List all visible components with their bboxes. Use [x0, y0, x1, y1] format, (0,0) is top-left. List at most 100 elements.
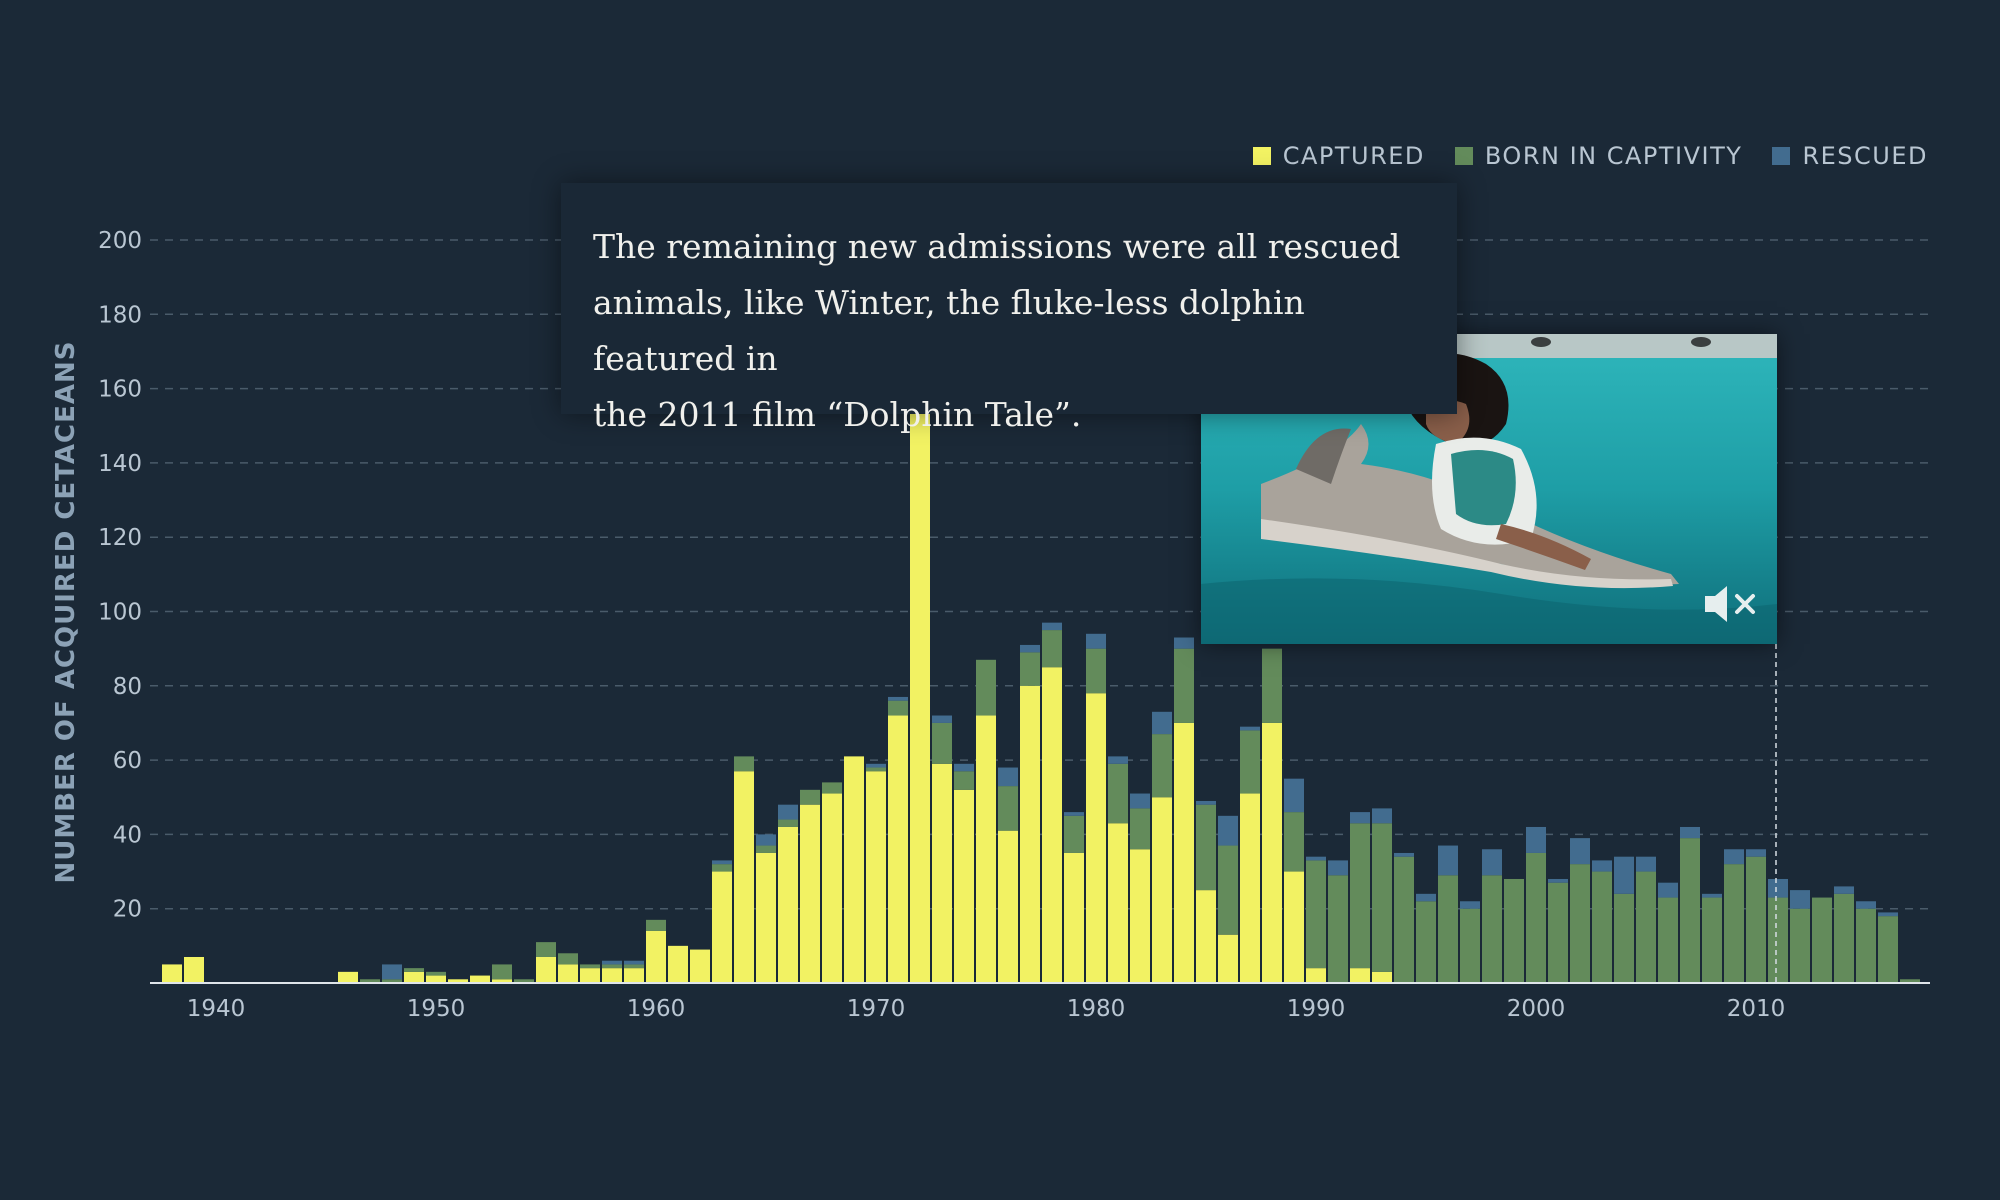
bar-rescued-1983	[1152, 711, 1172, 735]
legend: CAPTURED BORN IN CAPTIVITY RESCUED	[1252, 142, 1928, 170]
bar-rescued-1982	[1130, 793, 1150, 809]
bar-born-in-captivity-2016	[1878, 916, 1898, 983]
legend-label-born-in-captivity: BORN IN CAPTIVITY	[1484, 142, 1743, 170]
bar-rescued-1980	[1086, 633, 1106, 649]
bar-born-in-captivity-2001	[1548, 882, 1568, 983]
bar-rescued-2007	[1680, 826, 1700, 839]
bar-captured-1955	[536, 956, 556, 983]
bar-captured-1967	[800, 804, 820, 983]
bar-captured-1978	[1042, 667, 1062, 983]
bar-born-in-captivity-2002	[1570, 864, 1590, 983]
bar-born-in-captivity-1971	[888, 700, 908, 716]
caption-line-3: the 2011 film “Dolphin Tale”.	[593, 395, 1082, 434]
bar-captured-1949	[404, 971, 424, 983]
bar-born-in-captivity-2007	[1680, 838, 1700, 983]
legend-swatch-captured	[1252, 147, 1271, 165]
bar-captured-1953	[492, 979, 512, 983]
bar-captured-1972	[910, 258, 930, 983]
mute-icon[interactable]	[1701, 582, 1759, 626]
bar-born-in-captivity-2009	[1724, 864, 1744, 983]
bar-captured-1960	[646, 930, 666, 983]
bar-captured-1958	[602, 968, 622, 983]
bar-born-in-captivity-1950	[426, 971, 446, 976]
bar-rescued-2010	[1746, 849, 1766, 857]
legend-label-rescued: RESCUED	[1802, 142, 1928, 170]
bar-born-in-captivity-1992	[1350, 823, 1370, 969]
bar-rescued-1978	[1042, 622, 1062, 631]
bar-captured-1980	[1086, 693, 1106, 983]
bar-rescued-2015	[1856, 901, 1876, 909]
bar-rescued-2000	[1526, 826, 1546, 853]
bar-born-in-captivity-1948	[382, 979, 402, 983]
bar-rescued-1959	[624, 960, 644, 965]
bar-captured-1977	[1020, 685, 1040, 983]
bar-captured-1957	[580, 968, 600, 983]
bar-born-in-captivity-1964	[734, 756, 754, 772]
caption-line-2: animals, like Winter, the fluke-less dol…	[593, 283, 1305, 378]
bar-born-in-captivity-2011	[1768, 897, 1788, 983]
legend-item-rescued: RESCUED	[1772, 142, 1928, 170]
bar-born-in-captivity-1988	[1262, 648, 1282, 723]
y-tick-label: 180	[98, 302, 142, 328]
bar-born-in-captivity-1978	[1042, 630, 1062, 668]
x-tick-label: 2010	[1727, 996, 1786, 1022]
bar-rescued-2011	[1768, 878, 1788, 898]
bar-born-in-captivity-1965	[756, 845, 776, 853]
bar-captured-1986	[1218, 934, 1238, 983]
bar-born-in-captivity-1996	[1438, 875, 1458, 983]
legend-swatch-born-in-captivity	[1454, 147, 1473, 165]
bar-rescued-1948	[382, 964, 402, 980]
bar-born-in-captivity-1959	[624, 964, 644, 969]
bar-rescued-1994	[1394, 852, 1414, 857]
bar-born-in-captivity-1970	[866, 767, 886, 772]
bar-captured-1951	[448, 979, 468, 983]
legend-swatch-rescued	[1772, 147, 1791, 165]
bar-born-in-captivity-1974	[954, 771, 974, 790]
bar-rescued-1977	[1020, 644, 1040, 653]
bar-captured-1961	[668, 945, 688, 983]
bar-born-in-captivity-1985	[1196, 804, 1216, 891]
bar-rescued-1998	[1482, 849, 1502, 876]
bar-captured-1968	[822, 793, 842, 983]
bar-born-in-captivity-2012	[1790, 908, 1810, 983]
bars	[162, 258, 1920, 983]
bar-captured-1959	[624, 968, 644, 983]
bar-rescued-2003	[1592, 860, 1612, 872]
bar-born-in-captivity-1966	[778, 819, 798, 827]
bar-captured-1952	[470, 975, 490, 983]
y-tick-label: 80	[113, 674, 142, 700]
bar-born-in-captivity-1963	[712, 864, 732, 872]
bar-captured-1970	[866, 771, 886, 983]
bar-born-in-captivity-2017	[1900, 979, 1920, 983]
y-tick-label: 20	[113, 897, 142, 923]
bar-captured-1982	[1130, 849, 1150, 983]
bar-born-in-captivity-1993	[1372, 823, 1392, 972]
bar-captured-1966	[778, 826, 798, 983]
x-tick-label: 1970	[847, 996, 906, 1022]
bar-captured-1950	[426, 975, 446, 983]
bar-born-in-captivity-2003	[1592, 871, 1612, 983]
bar-rescued-1979	[1064, 812, 1084, 816]
y-tick-label: 40	[113, 822, 142, 848]
bar-born-in-captivity-1999	[1504, 878, 1524, 983]
bar-rescued-2002	[1570, 838, 1590, 865]
bar-born-in-captivity-1968	[822, 782, 842, 794]
bar-rescued-1966	[778, 804, 798, 820]
bar-born-in-captivity-1977	[1020, 652, 1040, 686]
bar-born-in-captivity-2015	[1856, 908, 1876, 983]
bar-captured-1956	[558, 964, 578, 983]
bar-rescued-1991	[1328, 860, 1348, 876]
bar-captured-1974	[954, 789, 974, 983]
bar-rescued-1989	[1284, 778, 1304, 813]
bar-born-in-captivity-2004	[1614, 893, 1634, 983]
bar-captured-1983	[1152, 797, 1172, 983]
bar-born-in-captivity-1976	[998, 786, 1018, 831]
bar-born-in-captivity-1955	[536, 942, 556, 957]
bar-born-in-captivity-1947	[360, 979, 380, 983]
bar-rescued-1981	[1108, 756, 1128, 764]
bar-born-in-captivity-1967	[800, 789, 820, 805]
bar-rescued-1986	[1218, 815, 1238, 846]
axis: 1940 1950 1960 1970 1980 1990 2000 2010	[150, 982, 1930, 1022]
bar-captured-1993	[1372, 971, 1392, 983]
bar-captured-1990	[1306, 968, 1326, 983]
